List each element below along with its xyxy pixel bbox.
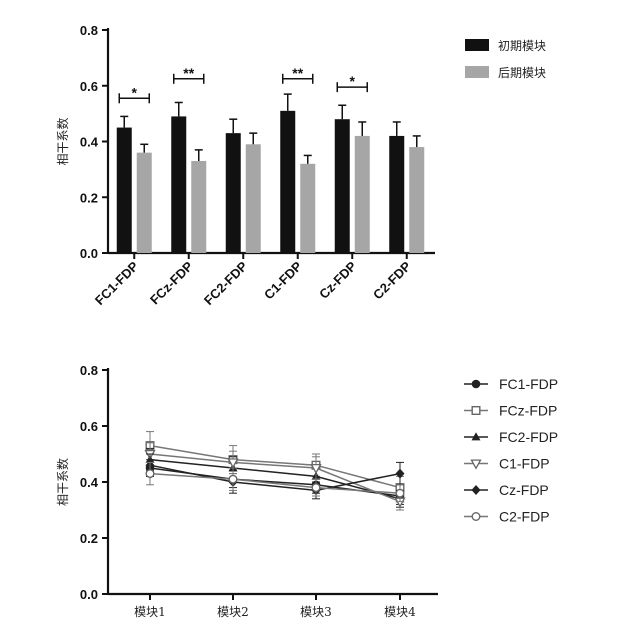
legend-swatch — [465, 39, 489, 51]
legend-label: Cz-FDP — [499, 482, 549, 498]
y-tick-label: 0.8 — [80, 363, 98, 378]
x-tick-label: C2-FDP — [370, 258, 414, 302]
bar — [116, 127, 132, 253]
x-tick-label: 模块4 — [384, 605, 416, 619]
marker-open-triangle-down — [310, 463, 322, 475]
marker-filled-diamond — [471, 485, 481, 495]
marker-open-circle — [145, 469, 155, 479]
marker-open-circle — [311, 483, 321, 493]
significance-label: ** — [292, 65, 303, 81]
y-tick-label: 0.2 — [80, 531, 98, 546]
marker-open-circle — [471, 512, 481, 522]
bar — [136, 152, 152, 253]
bar — [280, 110, 296, 254]
series-line — [149, 464, 401, 492]
bar — [245, 144, 261, 253]
bar — [409, 147, 425, 253]
x-tick-label: FC2-FDP — [201, 258, 251, 308]
legend-label: 后期模块 — [498, 66, 546, 80]
y-tick-label: 0.8 — [80, 23, 98, 38]
legend-label: 初期模块 — [498, 39, 546, 53]
marker-filled-diamond — [395, 468, 405, 479]
x-tick-label: FC1-FDP — [92, 258, 142, 308]
legend-swatch — [465, 66, 489, 78]
bar — [334, 119, 350, 253]
x-tick-label: 模块2 — [217, 605, 249, 619]
marker-open-triangle-down — [470, 459, 482, 470]
bar — [300, 163, 316, 253]
x-tick-label: C1-FDP — [261, 258, 305, 302]
y-tick-label: 0.2 — [80, 190, 98, 205]
legend-label: C1-FDP — [499, 456, 550, 472]
series-line — [149, 458, 401, 500]
series-line — [149, 453, 401, 503]
series-line — [149, 444, 401, 489]
legend-label: FC1-FDP — [499, 376, 558, 392]
legend-label: C2-FDP — [499, 509, 550, 525]
legend-label: FCz-FDP — [499, 403, 557, 419]
bar-chart: 0.0 0.2 0.4 0.6 0.8 相干系数 FC1-FDP FCz-FDP FC2-FDP… — [55, 23, 546, 308]
x-tick-label: 模块1 — [134, 605, 166, 619]
bar — [191, 161, 207, 253]
significance-label: ** — [183, 65, 194, 81]
x-tick-label: FCz-FDP — [147, 258, 196, 307]
bar — [389, 135, 405, 253]
marker-open-circle — [395, 488, 405, 498]
marker-filled-triangle — [471, 432, 481, 441]
bar — [171, 116, 187, 253]
significance-label: * — [350, 73, 356, 89]
marker-open-circle — [228, 474, 238, 484]
y-tick-label: 0.6 — [80, 79, 98, 94]
y-tick-label: 0.4 — [80, 475, 99, 490]
bar — [225, 133, 241, 253]
y-axis-title: 相干系数 — [55, 458, 70, 506]
series-line — [149, 472, 401, 494]
y-axis-title: 相干系数 — [55, 117, 70, 165]
y-tick-label: 0.6 — [80, 419, 98, 434]
y-tick-label: 0.4 — [80, 135, 99, 150]
x-tick-label: Cz-FDP — [316, 258, 360, 302]
significance-label: * — [132, 84, 138, 100]
legend-label: FC2-FDP — [499, 429, 558, 445]
x-tick-label: 模块3 — [300, 605, 332, 619]
marker-filled-circle — [471, 379, 481, 389]
y-tick-label: 0.0 — [80, 587, 98, 602]
marker-open-square — [471, 406, 481, 416]
marker-open-triangle-down — [227, 458, 239, 469]
bar — [354, 135, 370, 253]
y-tick-label: 0.0 — [80, 246, 98, 261]
